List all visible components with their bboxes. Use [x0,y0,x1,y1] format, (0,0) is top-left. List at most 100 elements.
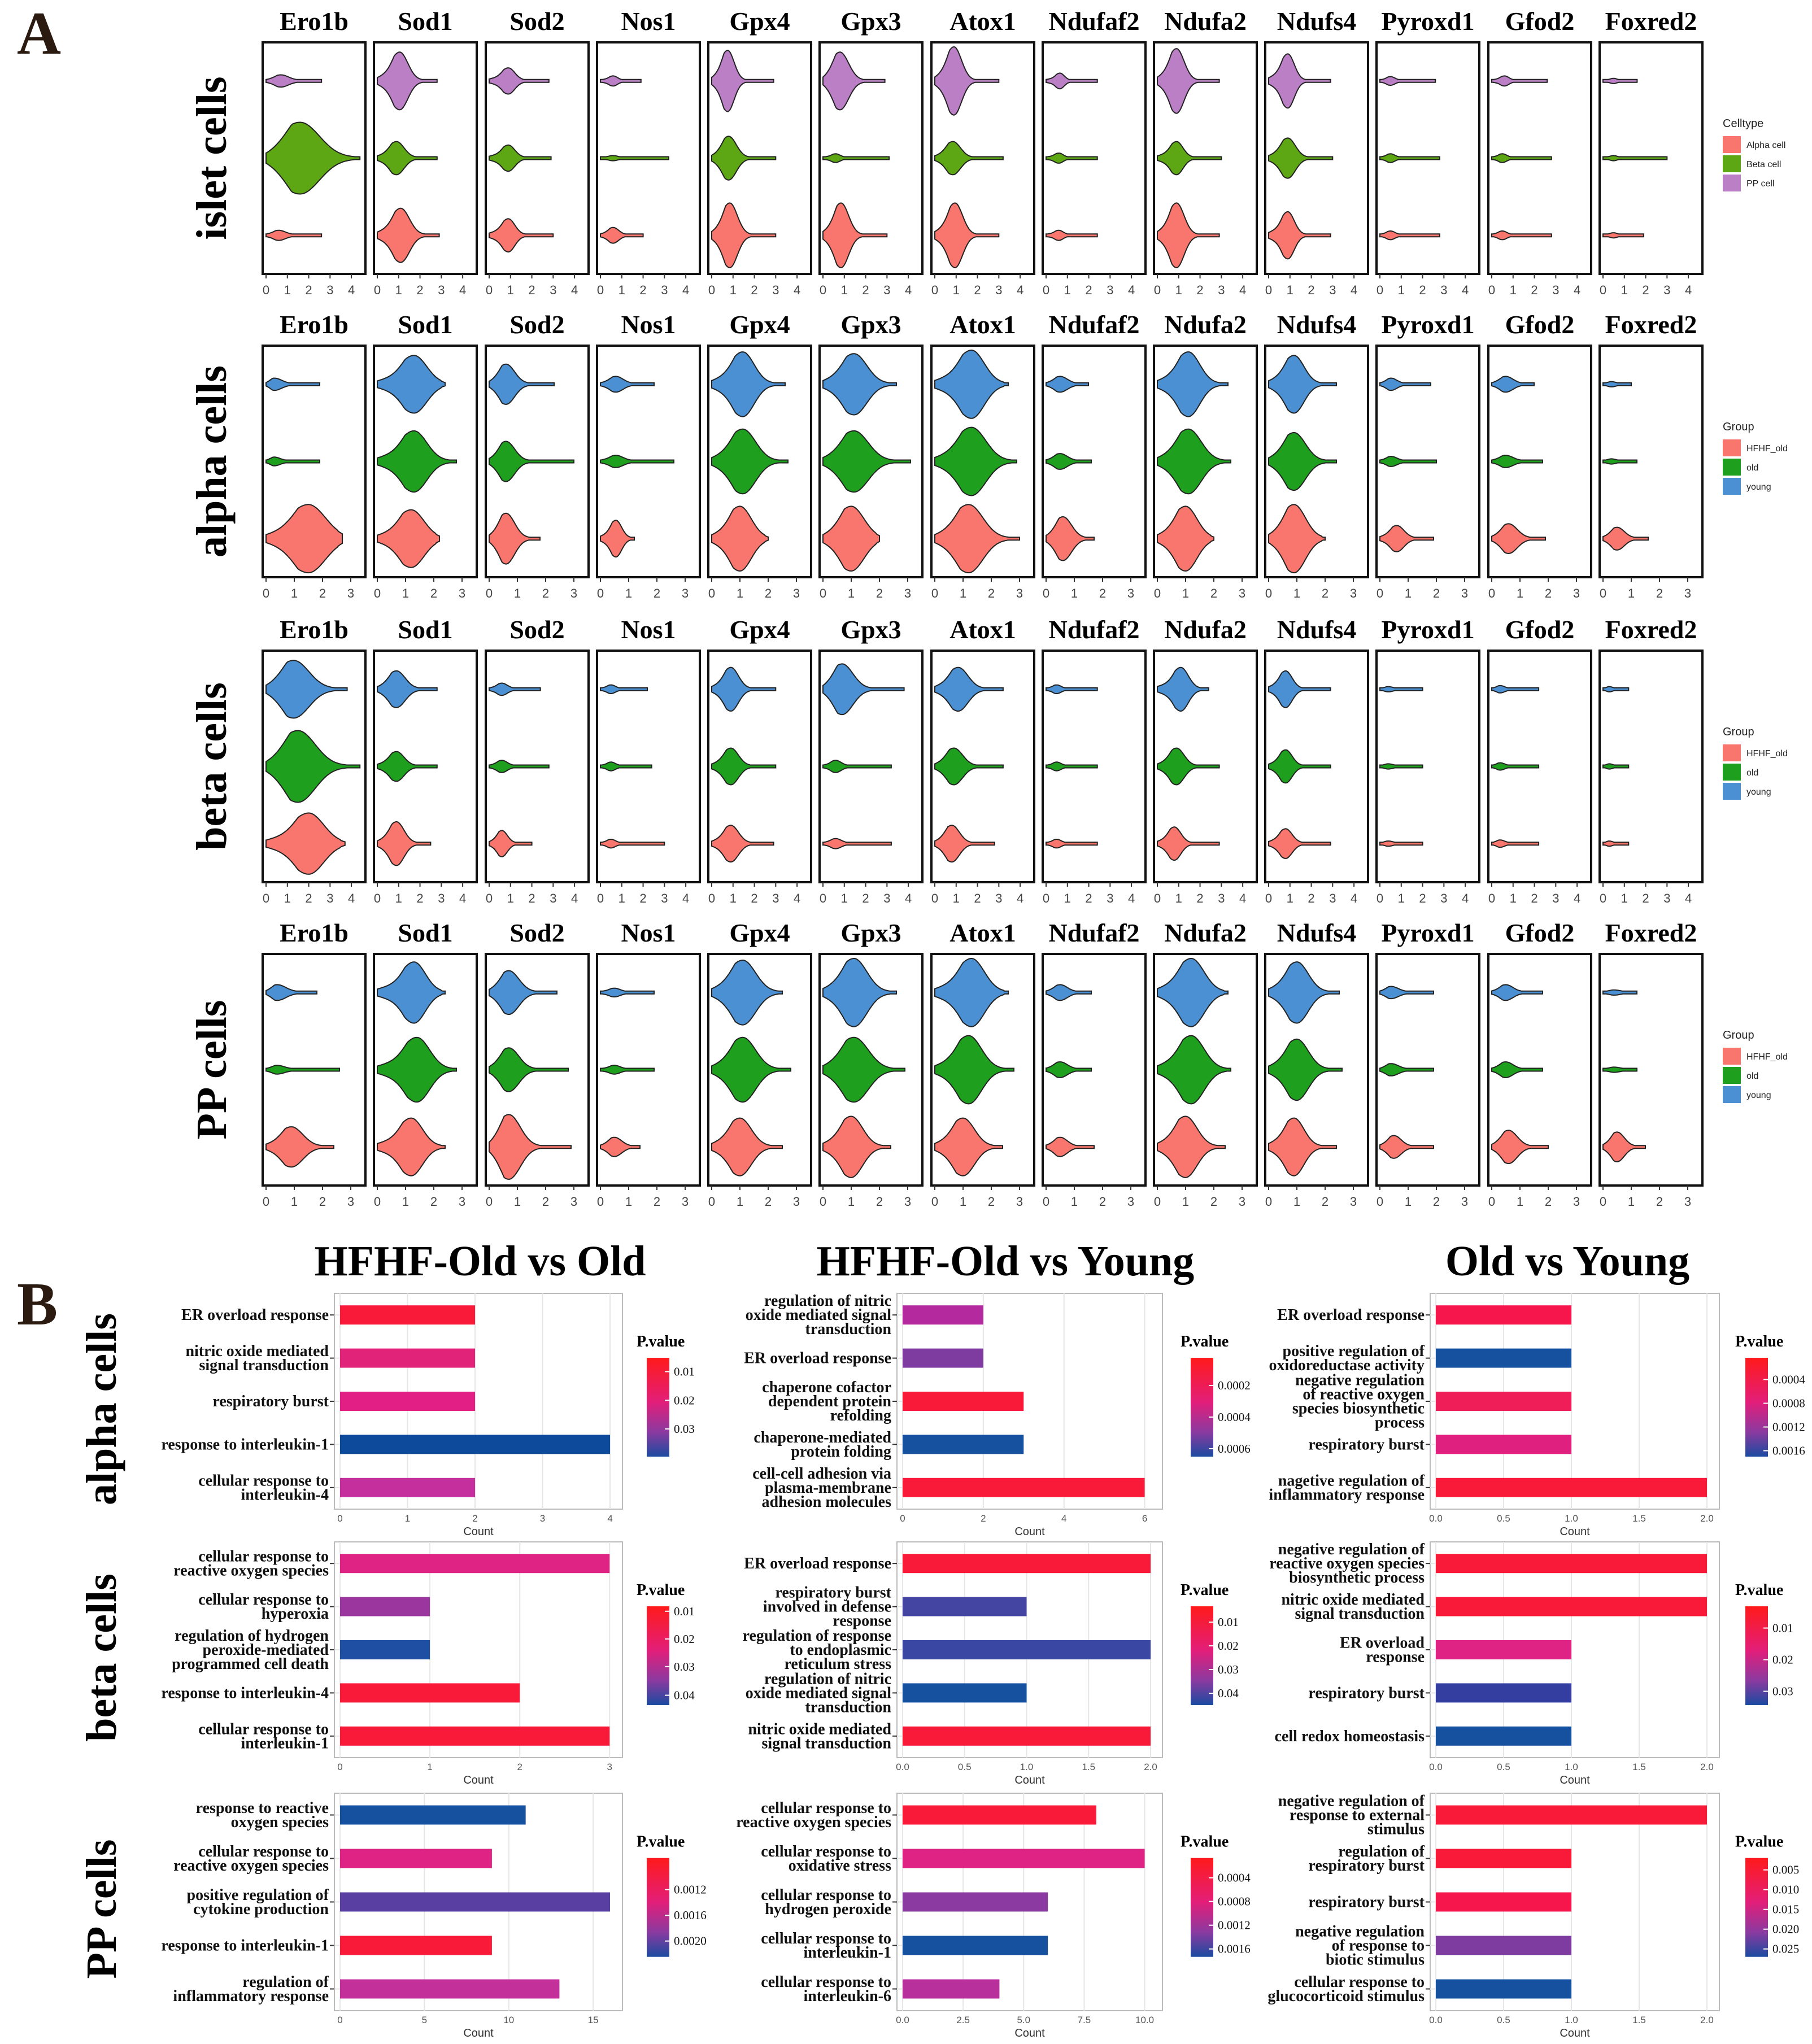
violin-shape [711,136,777,181]
x-tick-label: 4 [348,283,355,297]
bar [903,1348,983,1368]
x-tick-label: 1.0 [1565,1513,1578,1524]
x-tick-label: 2 [1656,1195,1663,1209]
violin-shape [377,509,440,568]
x-tick-label: 2 [1531,283,1537,297]
category-label: inflammatory response [173,1988,329,2005]
x-tick-label: 0 [1043,891,1049,905]
x-tick-label: 1 [291,586,298,600]
x-tick-label: 3 [1552,891,1559,905]
category-label: cellular response to [1294,1973,1425,1991]
legend-title: Group [1723,1029,1754,1041]
row-title-2: beta cells [188,682,236,851]
x-tick-label: 1 [730,891,737,905]
violin-shape [1046,684,1098,694]
row-title-1: alpha cells [188,365,236,557]
violin-shape [1491,984,1543,1001]
bar [903,1936,1048,1955]
colorbar-tick-label: 0.02 [1218,1639,1239,1653]
violin-shape [377,207,440,263]
category-label: programmed cell death [172,1655,329,1673]
x-tick-label: 2 [751,283,757,297]
violin-shape [1046,516,1095,561]
x-tick-label: 0 [263,586,269,600]
category-label: response to external [1290,1807,1425,1824]
x-tick-label: 2 [1322,586,1328,600]
x-tick-label: 1 [1405,1195,1412,1209]
colorbar [1745,1858,1768,1957]
violin-shape [1379,1063,1434,1077]
x-tick-label: 3 [1461,586,1468,600]
column-title: HFHF-Old vs Old [315,1237,646,1285]
category-label: negative regulation of [1278,1541,1425,1558]
violin-shape [489,363,555,405]
x-tick-label: 2 [1099,586,1106,600]
violin-shape [600,75,642,87]
x-tick-label: 2 [1210,1195,1217,1209]
gene-label: Sod2 [509,615,564,644]
x-tick-label: 1 [427,1762,432,1772]
category-label: refolding [830,1407,891,1424]
x-tick-label: 0 [1377,586,1383,600]
colorbar-tick-label: 0.03 [674,1660,695,1673]
violin-shape [489,67,550,95]
category-label: nitric oxide mediated [1281,1591,1425,1609]
x-tick-label: 2 [765,1195,772,1209]
violin-shape [1602,381,1632,387]
violin-shape [822,958,897,1027]
gene-label: Pyroxd1 [1381,310,1474,339]
x-tick-label: 2 [1545,1195,1552,1209]
x-tick-label: 2 [639,283,646,297]
x-tick-label: 1 [953,283,960,297]
gene-label: Gpx4 [729,310,790,339]
violin-shape [934,46,1000,116]
x-tick-label: 2 [1433,1195,1440,1209]
x-tick-label: 3 [540,1513,545,1524]
x-tick-label: 2 [654,1195,660,1209]
x-tick-label: 1 [1398,283,1405,297]
bar [1436,1849,1571,1868]
violin-shape [1491,762,1540,771]
x-tick-label: 3 [459,586,465,600]
category-label: chaperone-mediated [753,1429,891,1446]
bar [903,1849,1145,1868]
violin-shape [822,760,892,773]
violin-shape [265,377,320,391]
x-tick-label: 7.5 [1078,2015,1091,2025]
colorbar-tick-label: 0.03 [1772,1685,1793,1698]
category-label: cytokine production [193,1901,329,1918]
colorbar-tick-label: 0.0004 [1772,1373,1805,1387]
colorbar [1745,1358,1768,1457]
bar [903,1640,1151,1659]
column-title: Old vs Young [1445,1237,1689,1285]
colorbar-tick-label: 0.020 [1772,1923,1799,1936]
violin-shape [265,229,323,241]
legend-swatch [1723,155,1741,172]
x-tick-label: 1 [1517,1195,1523,1209]
x-axis-title: Count [1560,1774,1590,1786]
x-tick-label: 4 [348,891,355,905]
x-tick-label: 0 [486,1195,493,1209]
x-tick-label: 3 [772,283,779,297]
colorbar-tick-label: 0.0012 [1772,1420,1805,1434]
x-tick-label: 4 [1462,283,1469,297]
x-tick-label: 2 [1433,586,1440,600]
violin-shape [711,666,777,712]
x-tick-label: 2 [1545,586,1552,600]
x-tick-label: 0 [1377,283,1383,297]
row-title-0: islet cells [188,76,236,239]
legend-title: Celltype [1723,117,1763,130]
category-label: cellular response to [198,1548,329,1566]
x-tick-label: 0 [931,1195,938,1209]
x-tick-label: 1 [1628,1195,1635,1209]
violin-shape [1157,1115,1226,1178]
violin-shape [1491,523,1546,555]
category-label: cellular response to [198,1472,329,1489]
category-label: stimulus [1367,1821,1425,1838]
category-label: protein folding [791,1443,891,1461]
gene-label: Ndufa2 [1164,918,1247,947]
x-tick-label: 3 [1239,586,1245,600]
violin-shape [377,821,432,866]
x-tick-label: 0 [1488,1195,1495,1209]
x-tick-label: 0 [1043,586,1049,600]
